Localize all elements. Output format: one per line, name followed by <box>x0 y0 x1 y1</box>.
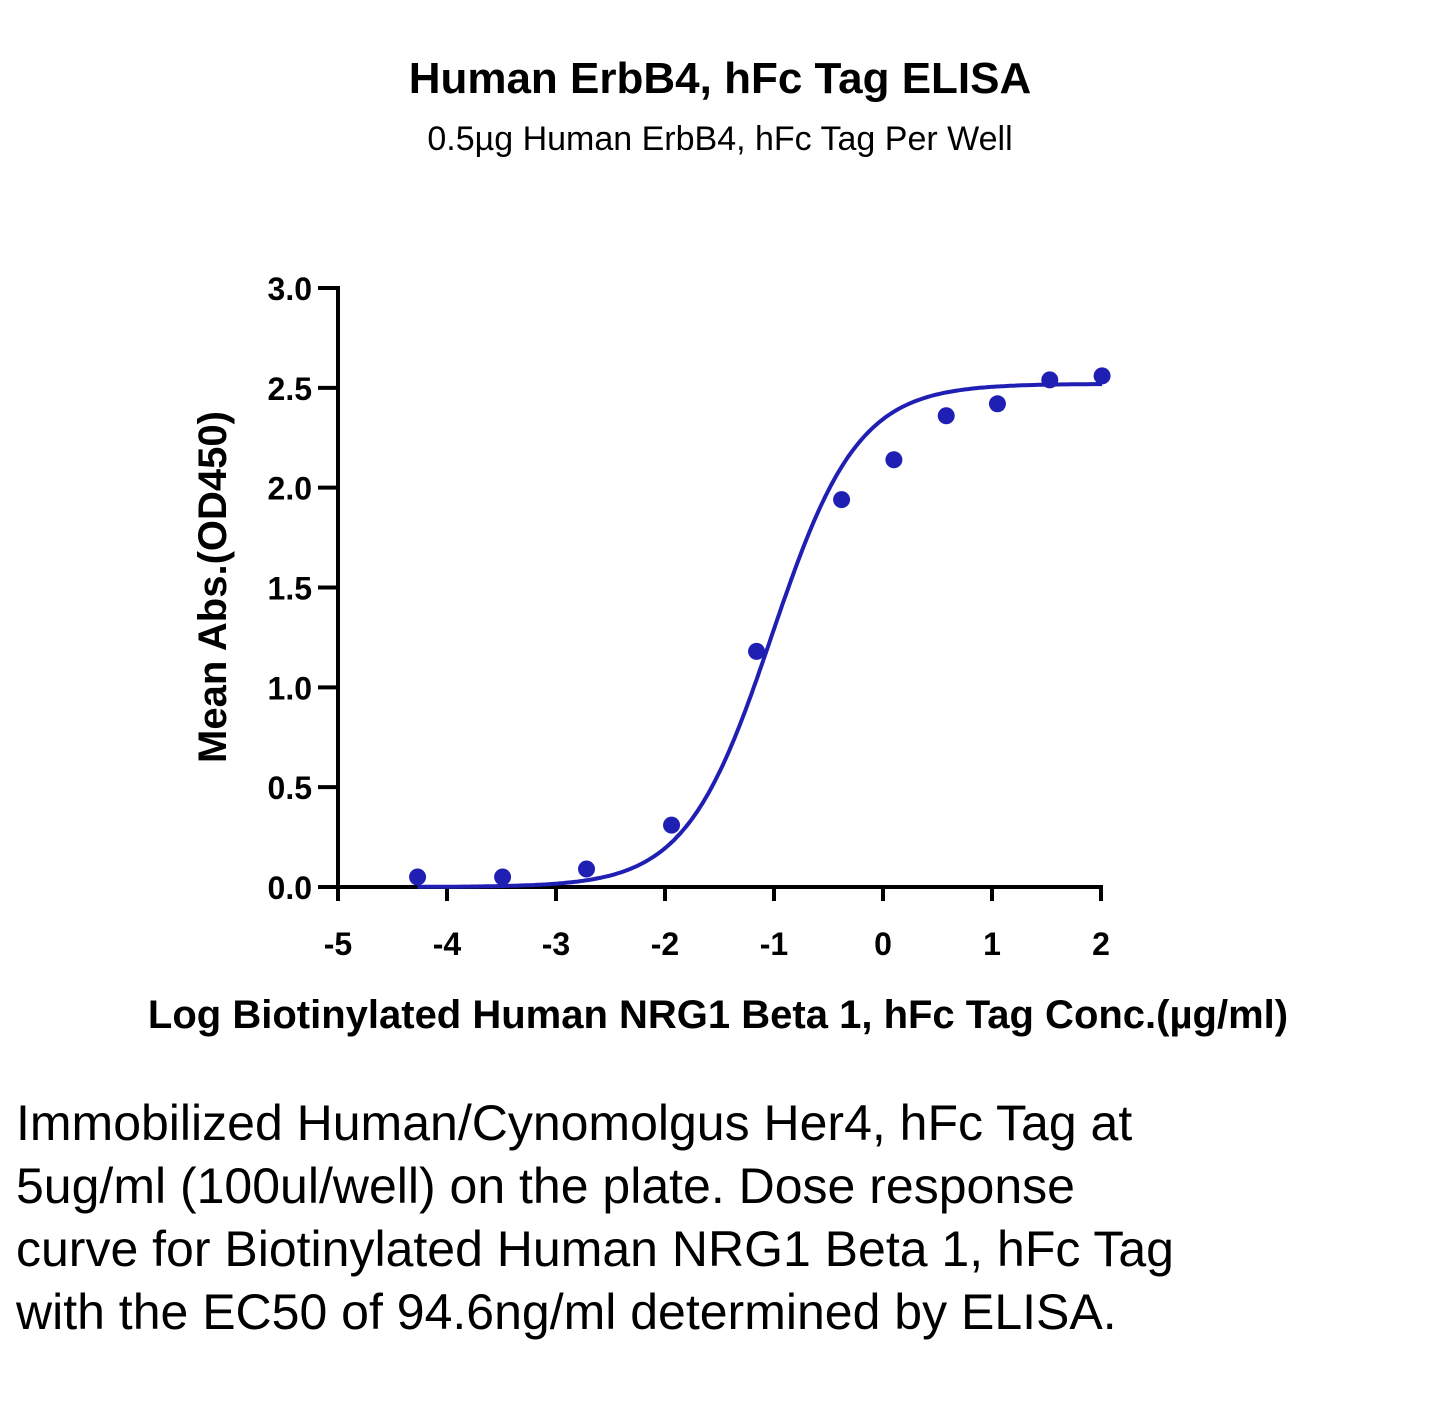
fit-curve <box>417 382 1103 889</box>
x-tick-label: -2 <box>651 926 679 962</box>
x-tick-label: 0 <box>874 926 892 962</box>
data-point <box>1041 371 1059 389</box>
x-tick-label: -3 <box>542 926 570 962</box>
data-point <box>663 816 681 834</box>
figure-caption: Immobilized Human/Cynomolgus Her4, hFc T… <box>16 1095 1174 1340</box>
data-point <box>833 491 851 509</box>
y-tick-label: 0.5 <box>268 770 312 806</box>
data-point <box>748 642 766 660</box>
data-point <box>578 860 596 878</box>
data-points <box>409 367 1111 886</box>
y-tick-label: 1.5 <box>268 571 312 607</box>
x-tick-label: 1 <box>983 926 1001 962</box>
chart: Human ErbB4, hFc Tag ELISA 0.5µg Human E… <box>148 54 1288 1037</box>
x-axis-ticks: -5 -4 -3 -2 -1 0 1 2 <box>324 887 1110 962</box>
x-tick-label: -5 <box>324 926 352 962</box>
y-tick-label: 1.0 <box>268 670 312 706</box>
x-axis-label: Log Biotinylated Human NRG1 Beta 1, hFc … <box>148 993 1288 1037</box>
data-point <box>409 868 427 886</box>
y-tick-label: 3.0 <box>268 271 312 307</box>
y-axis-ticks: 0.0 0.5 1.0 1.5 2.0 2.5 3.0 <box>268 271 338 906</box>
chart-subtitle: 0.5µg Human ErbB4, hFc Tag Per Well <box>427 120 1012 158</box>
data-point <box>494 868 512 886</box>
x-tick-label: 2 <box>1092 926 1110 962</box>
y-tick-label: 2.5 <box>268 371 312 407</box>
data-point <box>937 407 955 425</box>
y-axis-label: Mean Abs.(OD450) <box>191 411 235 763</box>
x-tick-label: -4 <box>433 926 462 962</box>
data-point <box>988 395 1006 413</box>
y-tick-label: 2.0 <box>268 471 312 507</box>
chart-title: Human ErbB4, hFc Tag ELISA <box>409 54 1032 103</box>
data-point <box>1093 367 1111 385</box>
data-point <box>885 451 903 469</box>
y-tick-label: 0.0 <box>268 870 312 906</box>
x-tick-label: -1 <box>760 926 788 962</box>
